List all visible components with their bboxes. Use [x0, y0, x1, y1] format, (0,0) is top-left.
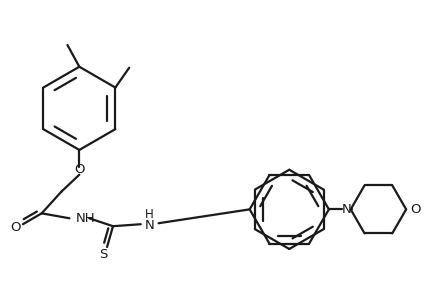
- Text: N: N: [341, 203, 351, 216]
- Text: H: H: [144, 208, 153, 221]
- Text: O: O: [409, 203, 420, 216]
- Text: O: O: [11, 221, 21, 234]
- Text: NH: NH: [75, 212, 95, 225]
- Text: S: S: [98, 249, 107, 262]
- Text: O: O: [74, 163, 84, 176]
- Text: N: N: [144, 219, 154, 232]
